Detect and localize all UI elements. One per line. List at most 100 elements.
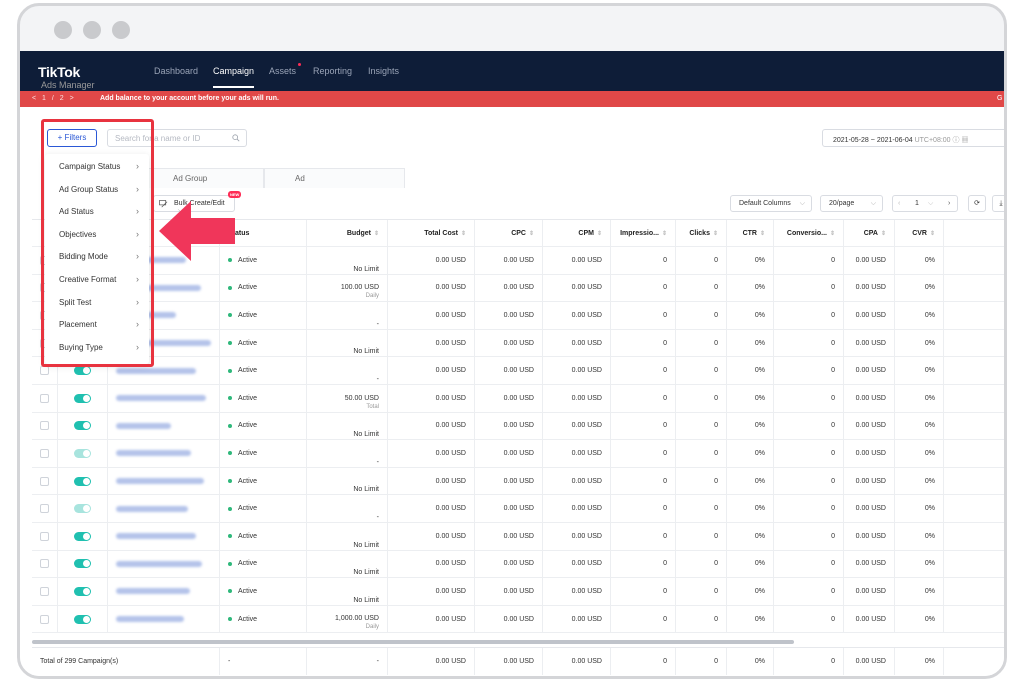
status-toggle[interactable]: [74, 366, 91, 376]
column-header-cost[interactable]: Total Cost ⇕: [388, 220, 475, 246]
download-icon[interactable]: ⤓: [992, 195, 1004, 212]
window-dot-icon[interactable]: [112, 21, 130, 39]
campaign-name-redacted[interactable]: [116, 450, 191, 457]
alert-pager[interactable]: < 1 / 2 >: [32, 95, 76, 102]
table-row[interactable]: Active No Limit 0.00 USD 0.00 USD 0.00 USD 0 0…: [32, 412, 1004, 441]
chevron-down-icon[interactable]: ⌵: [928, 200, 934, 207]
column-header-conv[interactable]: Conversio... ⇕: [774, 220, 844, 246]
row-name-cell[interactable]: [108, 412, 220, 440]
calendar-icon[interactable]: ▦: [961, 137, 969, 144]
table-row[interactable]: Active - 0.00 USD 0.00 USD 0.00 USD 0 0 0% 0 0.00…: [32, 495, 1004, 523]
column-header-ctr[interactable]: CTR ⇕: [727, 220, 774, 246]
row-checkbox[interactable]: [40, 504, 49, 514]
filter-menu-item[interactable]: Ad Group Status ›: [59, 184, 139, 194]
sort-icon[interactable]: ⇕: [880, 230, 886, 237]
column-header-budget[interactable]: Budget ⇕: [307, 220, 388, 246]
page-number[interactable]: 1: [915, 200, 919, 207]
row-checkbox[interactable]: [40, 393, 49, 403]
column-header-clicks[interactable]: Clicks ⇕: [676, 220, 727, 246]
next-page-icon[interactable]: ›: [948, 200, 951, 207]
status-toggle[interactable]: [74, 504, 91, 514]
filter-menu-item[interactable]: Objectives ›: [59, 229, 139, 239]
table-row[interactable]: Active No Limit 0.00 USD 0.00 USD 0.00 USD 0 0…: [32, 578, 1004, 606]
row-name-cell[interactable]: [108, 385, 220, 412]
filter-menu-item[interactable]: Bidding Mode ›: [59, 251, 139, 261]
sort-icon[interactable]: ⇕: [528, 230, 534, 237]
filters-button[interactable]: + Filters: [47, 129, 97, 147]
column-header-imp[interactable]: Impressio... ⇕: [611, 220, 676, 246]
nav-dashboard[interactable]: Dashboard: [154, 66, 199, 76]
filter-menu-item[interactable]: Placement ›: [59, 319, 139, 329]
status-toggle[interactable]: [74, 559, 91, 569]
window-dot-icon[interactable]: [54, 21, 72, 39]
nav-assets[interactable]: Assets: [269, 63, 302, 76]
filter-menu-item[interactable]: Creative Format ›: [59, 274, 139, 284]
nav-reporting[interactable]: Reporting: [313, 66, 353, 76]
table-row[interactable]: Active - 0.00 USD 0.00 USD 0.00 USD 0 0 0% 0 0.00…: [32, 440, 1004, 468]
sort-icon[interactable]: ⇕: [712, 230, 718, 237]
status-toggle[interactable]: [74, 614, 91, 624]
sort-icon[interactable]: ⇕: [596, 230, 602, 237]
column-header-cpa[interactable]: CPA ⇕: [844, 220, 895, 246]
row-name-cell[interactable]: [108, 605, 220, 633]
nav-insights[interactable]: Insights: [368, 66, 400, 76]
filter-menu-item[interactable]: Split Test ›: [59, 297, 139, 307]
table-row[interactable]: Active No Limit 0.00 USD 0.00 USD 0.00 USD 0 0…: [32, 329, 1004, 358]
sort-icon[interactable]: ⇕: [829, 230, 835, 237]
search-input[interactable]: Search for a name or ID: [107, 129, 247, 147]
alert-link-text[interactable]: G: [997, 95, 1003, 102]
table-row[interactable]: Active 1,000.00 USD Daily 0.00 USD 0.00 USD 0…: [32, 605, 1004, 634]
status-toggle[interactable]: [74, 531, 91, 541]
status-toggle[interactable]: [74, 393, 91, 403]
page-size-select[interactable]: 20/page ⌵: [820, 195, 883, 212]
sort-icon[interactable]: ⇕: [373, 230, 379, 237]
row-name-cell[interactable]: [108, 329, 220, 357]
campaign-name-redacted[interactable]: [116, 367, 196, 374]
campaign-name-redacted[interactable]: [116, 588, 190, 595]
row-checkbox[interactable]: [40, 614, 49, 624]
window-dot-icon[interactable]: [83, 21, 101, 39]
row-checkbox[interactable]: [40, 448, 49, 458]
row-checkbox[interactable]: [40, 476, 49, 486]
sort-icon[interactable]: ⇕: [759, 230, 765, 237]
tab-ad-group[interactable]: Ad Group: [136, 168, 264, 188]
sort-icon[interactable]: ⇕: [460, 230, 466, 237]
search-icon[interactable]: [232, 134, 240, 142]
campaign-name-redacted[interactable]: [116, 395, 206, 402]
row-checkbox[interactable]: [40, 421, 49, 431]
row-name-cell[interactable]: [108, 467, 220, 495]
status-toggle[interactable]: [74, 448, 91, 458]
campaign-name-redacted[interactable]: [116, 478, 204, 485]
tiktok-logo[interactable]: TikTok Ads Manager: [38, 64, 95, 90]
table-row[interactable]: Active No Limit 0.00 USD 0.00 USD 0.00 USD 0 0…: [32, 467, 1004, 496]
sort-icon[interactable]: ⇕: [929, 230, 935, 237]
table-row[interactable]: Active 100.00 USD Daily 0.00 USD 0.00 USD 0.0…: [32, 274, 1004, 303]
filter-menu-item[interactable]: Buying Type ›: [59, 342, 139, 352]
tab-ad[interactable]: Ad: [264, 168, 405, 188]
row-name-cell[interactable]: [108, 578, 220, 605]
table-row[interactable]: Active No Limit 0.00 USD 0.00 USD 0.00 USD 0 0…: [32, 523, 1004, 551]
filter-menu-item[interactable]: Ad Status ›: [59, 206, 139, 216]
row-name-cell[interactable]: [108, 357, 220, 384]
row-checkbox[interactable]: [40, 559, 49, 569]
default-columns-select[interactable]: Default Columns ⌵: [730, 195, 812, 212]
campaign-name-redacted[interactable]: [116, 340, 211, 347]
prev-page-icon[interactable]: ‹: [898, 200, 901, 207]
campaign-name-redacted[interactable]: [116, 533, 196, 540]
column-header-cpm[interactable]: CPM ⇕: [543, 220, 611, 246]
table-row[interactable]: Active - 0.00 USD 0.00 USD 0.00 USD 0 0 0% 0 0.00…: [32, 302, 1004, 330]
horizontal-scrollbar[interactable]: [32, 640, 794, 644]
row-checkbox[interactable]: [40, 531, 49, 541]
table-row[interactable]: Active 50.00 USD Total 0.00 USD 0.00 USD 0.00…: [32, 385, 1004, 413]
table-row[interactable]: Active No Limit 0.00 USD 0.00 USD 0.00 USD 0 0…: [32, 550, 1004, 579]
sort-icon[interactable]: ⇕: [661, 230, 667, 237]
status-toggle[interactable]: [74, 586, 91, 596]
campaign-name-redacted[interactable]: [116, 560, 202, 567]
refresh-icon[interactable]: ⟳: [968, 195, 986, 212]
row-name-cell[interactable]: [108, 550, 220, 578]
row-name-cell[interactable]: [108, 440, 220, 467]
table-row[interactable]: Active - 0.00 USD 0.00 USD 0.00 USD 0 0 0% 0 0.00…: [32, 357, 1004, 385]
row-checkbox[interactable]: [40, 366, 49, 376]
campaign-name-redacted[interactable]: [116, 616, 184, 623]
row-name-cell[interactable]: [108, 495, 220, 522]
